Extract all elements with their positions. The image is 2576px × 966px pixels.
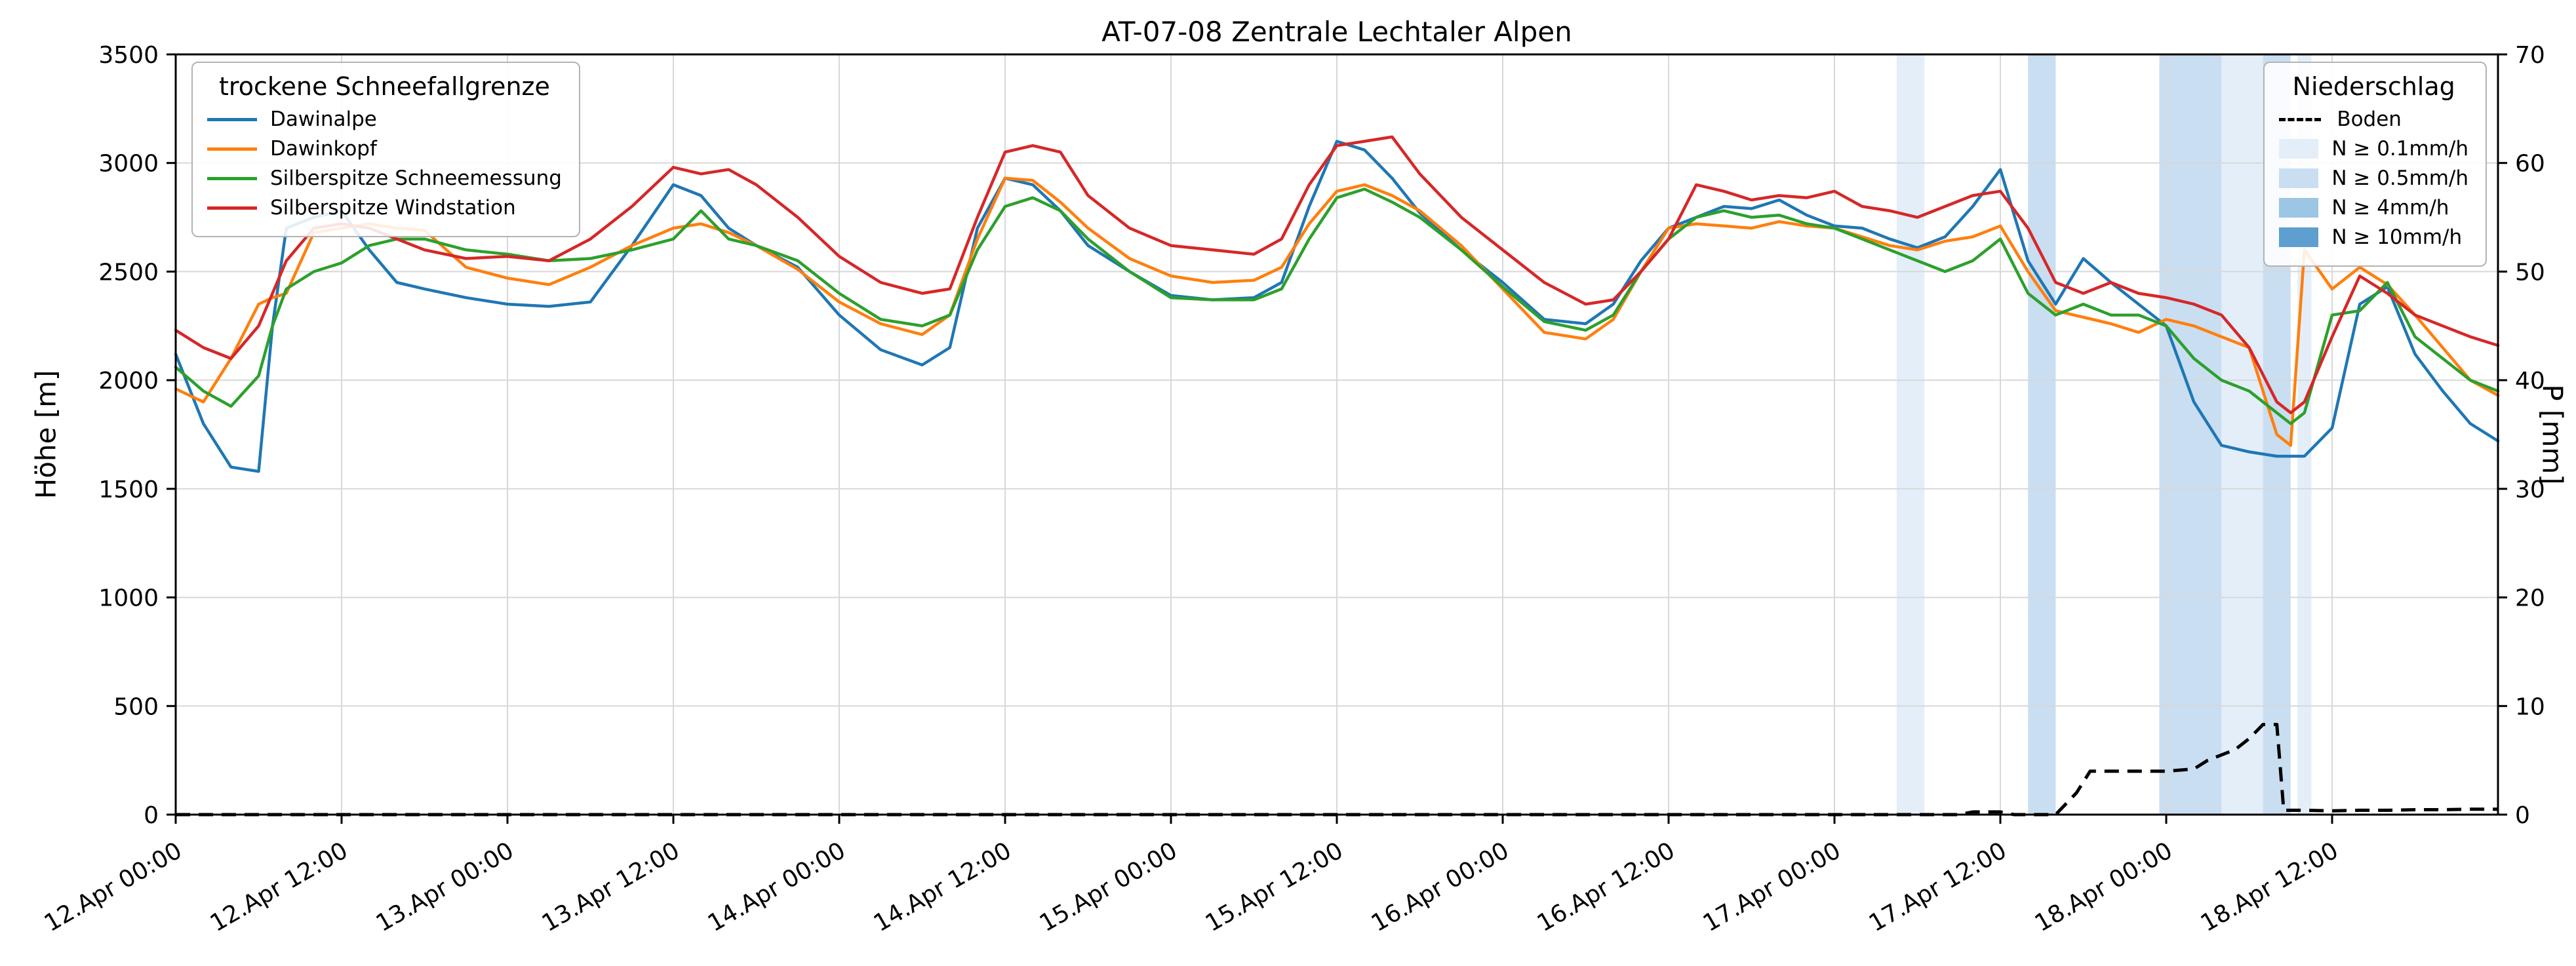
y2-tick-label: 50 <box>2515 259 2545 286</box>
y-tick-label: 3500 <box>98 42 159 69</box>
y2-tick-label: 20 <box>2515 585 2545 612</box>
legend-entry: N ≥ 4mm/h <box>2279 196 2468 220</box>
x-tick-label: 18.Apr 00:00 <box>2031 837 2177 937</box>
legend-entry: Boden <box>2279 107 2468 131</box>
legend-title: Niederschlag <box>2292 72 2455 101</box>
legend-entry: Dawinkopf <box>207 137 562 161</box>
legend-entry: Dawinalpe <box>207 107 562 131</box>
y-axis-label: Höhe [m] <box>30 370 62 499</box>
y2-axis-label: P [mm] <box>2536 384 2569 485</box>
legend-entry-label: Boden <box>2337 107 2402 131</box>
legend-entry: N ≥ 10mm/h <box>2279 225 2468 249</box>
y2-tick-label: 40 <box>2515 368 2545 395</box>
x-tick-label: 15.Apr 00:00 <box>1035 837 1182 937</box>
x-tick-label: 17.Apr 00:00 <box>1699 837 1846 937</box>
x-tick-label: 15.Apr 12:00 <box>1201 837 1348 937</box>
legend-entry-label: Silberspitze Windstation <box>270 196 516 220</box>
x-tick-label: 13.Apr 00:00 <box>372 837 519 937</box>
y-tick-label: 3000 <box>98 151 159 178</box>
x-tick-label: 18.Apr 12:00 <box>2196 837 2343 937</box>
x-tick-label: 17.Apr 12:00 <box>1865 837 2011 937</box>
x-tick-label: 16.Apr 12:00 <box>1533 837 1680 937</box>
series-line <box>174 135 2500 415</box>
x-tick-label: 12.Apr 12:00 <box>206 837 353 937</box>
legend-line-sample <box>207 176 257 180</box>
legend-line-sample <box>207 147 257 151</box>
y2-tick-label: 30 <box>2515 476 2545 503</box>
legend-patch-sample <box>2279 139 2319 159</box>
y2-tick-label: 70 <box>2515 42 2545 69</box>
legend-title: trockene Schneefallgrenze <box>219 72 550 101</box>
y2-tick-label: 10 <box>2515 693 2545 720</box>
legend-entry-label: N ≥ 0.5mm/h <box>2331 166 2468 190</box>
y2-tick-label: 60 <box>2515 151 2545 178</box>
legend-patch-sample <box>2279 227 2319 247</box>
legend-line-sample <box>207 206 257 210</box>
precip-band <box>2159 54 2222 815</box>
precip-band <box>1896 54 1925 815</box>
legend-entry: N ≥ 0.1mm/h <box>2279 137 2468 161</box>
y-tick-label: 2000 <box>98 368 159 395</box>
legend-entries: Dawinalpe Dawinkopf Silberspitze Schneemes… <box>207 107 562 220</box>
legend-patch-sample <box>2279 168 2319 188</box>
legend-precipitation: Niederschlag Boden N ≥ 0.1mm/h N ≥ 0.5mm/h… <box>2263 62 2487 267</box>
legend-entry-label: Dawinalpe <box>270 107 377 131</box>
legend-entry-label: Dawinkopf <box>270 137 377 161</box>
x-tick-label: 14.Apr 00:00 <box>703 837 850 937</box>
y-tick-label: 2500 <box>98 259 159 286</box>
legend-entry-label: N ≥ 4mm/h <box>2331 196 2449 220</box>
legend-dashed-line-sample <box>2279 117 2322 121</box>
precip-band <box>2221 54 2263 815</box>
y-tick-label: 0 <box>144 802 159 829</box>
x-tick-label: 12.Apr 00:00 <box>40 837 187 937</box>
series-line <box>174 140 2500 473</box>
legend-snowfall-line: trockene Schneefallgrenze Dawinalpe Dawin… <box>191 62 580 237</box>
legend-line-sample <box>207 117 257 121</box>
legend-entry-label: N ≥ 10mm/h <box>2331 225 2463 249</box>
legend-entry: N ≥ 0.5mm/h <box>2279 166 2468 190</box>
precip-band <box>2028 54 2056 815</box>
y-tick-label: 1000 <box>98 585 159 612</box>
legend-entry: Silberspitze Schneemessung <box>207 166 562 190</box>
x-tick-label: 16.Apr 00:00 <box>1367 837 1514 937</box>
legend-patch-sample <box>2279 198 2319 218</box>
legend-entry: Silberspitze Windstation <box>207 196 562 220</box>
legend-entry-label: N ≥ 0.1mm/h <box>2331 137 2468 161</box>
legend-entries: Boden N ≥ 0.1mm/h N ≥ 0.5mm/h N ≥ 4mm/h N ≥ … <box>2279 107 2468 249</box>
chart-title: AT-07-08 Zentrale Lechtaler Alpen <box>1101 16 1572 48</box>
y2-tick-label: 0 <box>2515 802 2530 829</box>
y-tick-label: 1500 <box>98 476 159 503</box>
x-tick-label: 14.Apr 12:00 <box>869 837 1016 937</box>
x-tick-label: 13.Apr 12:00 <box>538 837 684 937</box>
legend-entry-label: Silberspitze Schneemessung <box>270 166 562 190</box>
series-line <box>174 176 2500 447</box>
y-tick-label: 500 <box>113 693 159 720</box>
